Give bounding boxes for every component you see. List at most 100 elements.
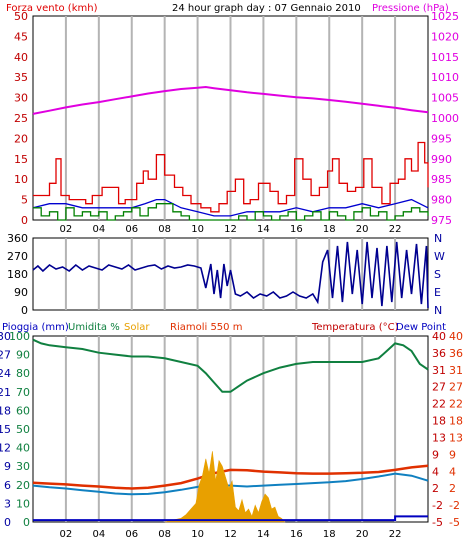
pressure-label: Pressione (hPa)	[372, 3, 449, 14]
rain-tick-label: 12	[0, 442, 11, 455]
dewpoint-tick-label: -2	[449, 499, 460, 512]
dewpoint-tick-label: 18	[449, 415, 463, 428]
x-tick-label: 02	[60, 224, 73, 235]
left-tick-label: 15	[14, 153, 28, 166]
left-tick-label: 25	[14, 112, 28, 125]
right-tick-label: 1015	[431, 51, 459, 64]
humidity-tick-label: 60	[16, 404, 30, 417]
left-tick-label: 20	[14, 132, 28, 145]
temperature-tick-label: 9	[432, 448, 439, 461]
temperature-tick-label: 27	[432, 381, 446, 394]
temperature-tick-label: 36	[432, 347, 446, 360]
dewpoint-tick-label: 2	[449, 482, 456, 495]
humidity-series	[32, 338, 429, 393]
dewpoint-tick-label: 40	[449, 330, 463, 343]
x-tick-label: 16	[290, 224, 303, 235]
axis-tick-labels: 0202040406060808101012121414161618182020…	[0, 10, 463, 540]
dewpoint-tick-label: 4	[449, 465, 456, 478]
humidity-tick-label: 20	[16, 479, 30, 492]
dewpoint-tick-label: 9	[449, 448, 456, 461]
x-tick-label: 10	[191, 529, 204, 540]
x-tick-label: 08	[158, 529, 171, 540]
rain-series	[33, 515, 428, 522]
direction-tick-label: 180	[7, 268, 28, 281]
right-tick-label: 1005	[431, 92, 459, 105]
temperature-tick-label: 4	[432, 465, 439, 478]
direction-tick-label: 270	[7, 250, 28, 263]
wind-speed-label: Forza vento (kmh)	[6, 3, 98, 14]
wind_avg-series	[32, 198, 429, 217]
temperature-tick-label: 22	[432, 398, 446, 411]
compass-tick-label: S	[434, 268, 441, 281]
temperature-legend: Temperatura (°C)	[311, 322, 399, 333]
x-tick-label: 12	[224, 529, 237, 540]
humidity-tick-label: 40	[16, 442, 30, 455]
left-tick-label: 50	[14, 10, 28, 23]
x-tick-label: 04	[92, 224, 105, 235]
rain-tick-label: 9	[4, 460, 11, 473]
compass-tick-label: N	[434, 304, 442, 317]
rain-tick-label: 6	[4, 479, 11, 492]
right-tick-label: 975	[431, 214, 452, 227]
left-tick-label: 0	[21, 214, 28, 227]
humidity-tick-label: 10	[16, 497, 30, 510]
chart-title: 24 hour graph day : 07 Gennaio 2010	[172, 3, 361, 14]
humidity-tick-label: 50	[16, 423, 30, 436]
x-tick-label: 12	[224, 224, 237, 235]
left-tick-label: 30	[14, 92, 28, 105]
snow-level-legend: Riamoli 550 m	[170, 322, 242, 333]
compass-tick-label: N	[434, 232, 442, 245]
dewpoint-tick-label: 31	[449, 364, 463, 377]
wind_gust-series	[33, 141, 429, 213]
x-tick-label: 06	[125, 529, 138, 540]
dewpoint-tick-label: -5	[449, 516, 460, 529]
humidity-legend: Umidita %	[68, 322, 120, 333]
rain-tick-label: 3	[4, 497, 11, 510]
humidity-tick-label: 30	[16, 460, 30, 473]
humidity-tick-label: 100	[9, 330, 30, 343]
x-tick-label: 14	[257, 529, 270, 540]
right-tick-label: 980	[431, 194, 452, 207]
dewpoint-legend: Dew Point	[396, 322, 446, 333]
x-tick-label: 20	[356, 529, 369, 540]
humidity-tick-label: 80	[16, 367, 30, 380]
right-tick-label: 990	[431, 153, 452, 166]
left-tick-label: 5	[21, 194, 28, 207]
dewpoint-tick-label: 27	[449, 381, 463, 394]
rain-tick-label: 30	[0, 330, 11, 343]
temperature-tick-label: 18	[432, 415, 446, 428]
left-tick-label: 45	[14, 30, 28, 43]
dewpoint-tick-label: 22	[449, 398, 463, 411]
temperature-tick-label: -2	[432, 499, 443, 512]
right-tick-label: 1025	[431, 10, 459, 23]
rain-tick-label: 24	[0, 367, 11, 380]
rain-tick-label: 27	[0, 349, 11, 362]
x-tick-label: 10	[191, 224, 204, 235]
x-tick-label: 02	[60, 529, 73, 540]
left-tick-label: 40	[14, 51, 28, 64]
data-series	[32, 85, 429, 523]
temperature-tick-label: -5	[432, 516, 443, 529]
direction-tick-label: 90	[14, 286, 28, 299]
rain-tick-label: 15	[0, 423, 11, 436]
rain-tick-label: 21	[0, 386, 11, 399]
x-tick-label: 16	[290, 529, 303, 540]
humidity-tick-label: 90	[16, 349, 30, 362]
x-tick-label: 22	[389, 529, 402, 540]
wind_low-series	[33, 203, 429, 221]
left-tick-label: 35	[14, 71, 28, 84]
temperature-tick-label: 31	[432, 364, 446, 377]
right-tick-label: 985	[431, 173, 452, 186]
x-tick-label: 22	[389, 224, 402, 235]
solar-legend: Solar	[124, 322, 150, 333]
temperature-tick-label: 40	[432, 330, 446, 343]
direction-tick-label: 0	[21, 304, 28, 317]
rain-axis-label: Pioggia (mm)	[2, 322, 69, 333]
temperature-tick-label: 13	[432, 431, 446, 444]
pressure-series	[32, 85, 429, 115]
compass-tick-label: W	[434, 250, 445, 263]
direction-tick-label: 360	[7, 232, 28, 245]
rain-tick-label: 0	[4, 516, 11, 529]
humidity-tick-label: 70	[16, 386, 30, 399]
